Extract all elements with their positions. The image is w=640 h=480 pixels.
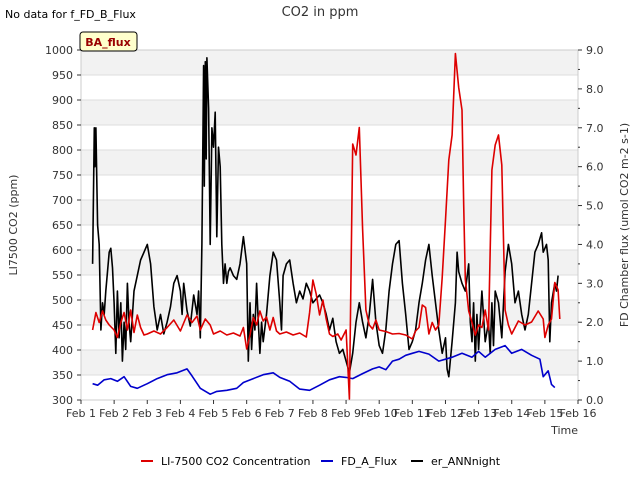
x-tick-label: Feb 15 [526,407,563,420]
x-tick-label: Feb 2 [99,407,129,420]
x-tick-label: Feb 14 [493,407,530,420]
y-tick-label: 800 [52,144,73,157]
legend: LI-7500 CO2 Concentration FD_A_Flux er_ANN… [141,455,501,468]
y-tick-label: 750 [52,169,73,182]
series-line-li-7500-co2-concentration [91,52,561,400]
y2-tick-label: 6.0 [586,161,604,174]
x-axis-label: Time [550,424,578,437]
x-tick-label: Feb 9 [331,407,361,420]
y2-tick-label: 7.0 [586,122,604,135]
grid-band [81,100,578,125]
x-axis: Feb 1 Feb 2 Feb 3 Feb 4 Feb 5 Feb 6 Feb 7 Feb 8… [66,400,596,420]
y-tick-label: 700 [52,194,73,207]
y2-axis-label: FD Chamber flux (umol CO2 m-2 s-1) [618,123,631,327]
x-tick-label: Feb 11 [394,407,431,420]
legend-label: er_ANNnight [431,455,501,468]
x-tick-label: Feb 6 [232,407,262,420]
y-tick-label: 850 [52,119,73,132]
y-tick-label: 500 [52,294,73,307]
y-tick-label: 650 [52,219,73,232]
grid-band [81,250,578,275]
y-axis-right: 0.0 1.0 2.0 3.0 4.0 5.0 6.0 7.0 8.0 9.0 [578,44,604,407]
y2-tick-label: 2.0 [586,316,604,329]
grid-band [81,50,578,75]
y2-tick-label: 1.0 [586,355,604,368]
x-tick-label: Feb 3 [132,407,162,420]
y-tick-label: 450 [52,319,73,332]
y2-tick-label: 5.0 [586,200,604,213]
legend-label: FD_A_Flux [341,455,398,468]
y-tick-label: 350 [52,369,73,382]
no-data-note: No data for f_FD_B_Flux [5,8,136,21]
grid-band [81,350,578,375]
y2-tick-label: 4.0 [586,238,604,251]
ba-flux-badge-label: BA_flux [85,36,130,49]
y-tick-label: 300 [52,394,73,407]
y-axis-label: LI7500 CO2 (ppm) [7,175,20,276]
y-tick-label: 550 [52,269,73,282]
x-tick-label: Feb 7 [265,407,295,420]
ba-flux-badge: BA_flux [79,31,138,52]
x-tick-label: Feb 10 [361,407,398,420]
x-tick-label: Feb 4 [165,407,195,420]
legend-item: LI-7500 CO2 Concentration [141,455,311,468]
legend-item: FD_A_Flux [321,455,398,468]
y-tick-label: 400 [52,344,73,357]
y2-tick-label: 9.0 [586,44,604,57]
x-tick-label: Feb 8 [298,407,328,420]
y2-tick-label: 0.0 [586,394,604,407]
y-tick-label: 900 [52,94,73,107]
x-tick-label: Feb 16 [560,407,597,420]
y-tick-label: 950 [52,69,73,82]
y2-tick-label: 3.0 [586,277,604,290]
y2-tick-label: 8.0 [586,83,604,96]
x-tick-label: Feb 5 [199,407,229,420]
series-line-fd-a-flux [92,344,556,396]
series-lines [91,52,561,400]
x-tick-label: Feb 12 [427,407,464,420]
x-tick-label: Feb 13 [460,407,497,420]
legend-label: LI-7500 CO2 Concentration [161,455,311,468]
legend-item: er_ANNnight [411,455,501,468]
y-tick-label: 1000 [45,44,73,57]
chart-title: CO2 in ppm [282,5,359,20]
y-axis-left: 300 350 400 450 500 550 600 650 700 750 800 850 900 9… [45,44,81,407]
x-tick-label: Feb 1 [66,407,96,420]
y-tick-label: 600 [52,244,73,257]
grid-band [81,200,578,225]
grid-band [81,150,578,175]
